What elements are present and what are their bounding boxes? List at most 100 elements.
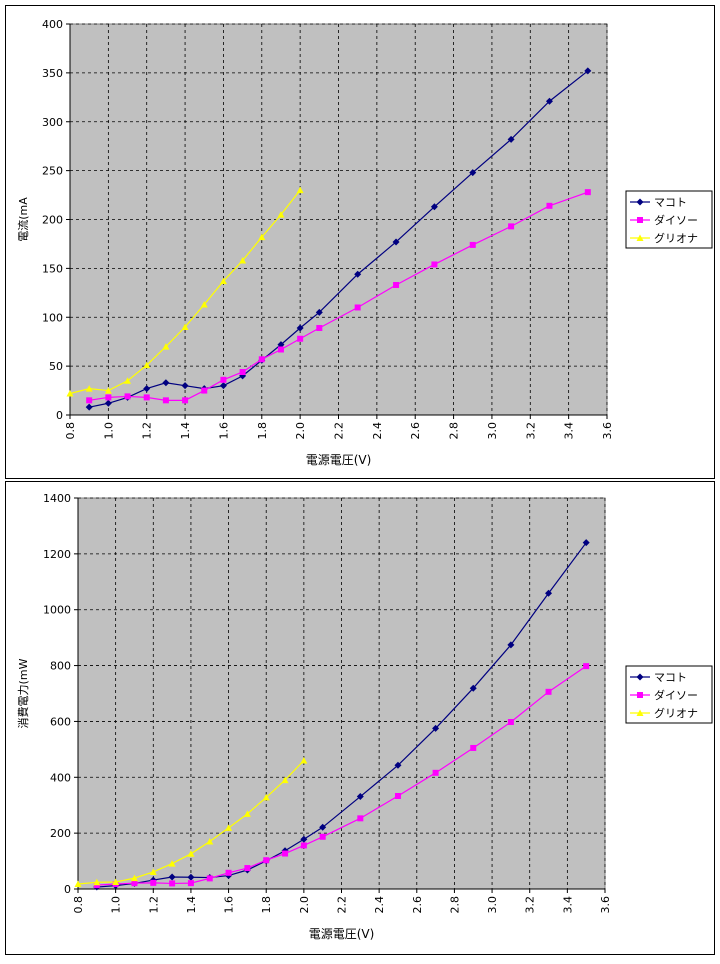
data-point xyxy=(182,397,189,404)
x-tick-label: 3.4 xyxy=(561,896,574,914)
data-point xyxy=(357,815,364,822)
data-point xyxy=(187,880,194,887)
x-tick-label: 3.4 xyxy=(563,422,576,440)
data-point xyxy=(150,879,157,886)
data-point xyxy=(393,281,400,288)
data-point xyxy=(104,387,112,394)
data-point xyxy=(392,238,400,246)
x-axis-label: 電源電圧(V) xyxy=(306,453,372,467)
data-point xyxy=(168,873,176,881)
data-point xyxy=(258,233,266,241)
y-tick-label: 1200 xyxy=(43,548,71,561)
x-tick-label: 3.6 xyxy=(599,896,612,914)
data-point xyxy=(93,878,101,886)
data-point xyxy=(220,376,227,383)
data-point xyxy=(143,394,150,401)
data-point xyxy=(584,67,592,75)
data-point xyxy=(143,385,151,393)
data-point xyxy=(219,382,227,390)
y-tick-label: 50 xyxy=(49,360,63,373)
x-tick-label: 1.8 xyxy=(256,422,269,440)
data-point xyxy=(430,203,438,211)
data-point xyxy=(243,810,251,817)
x-tick-label: 2.0 xyxy=(298,896,311,914)
data-point xyxy=(507,135,515,143)
y-tick-label: 200 xyxy=(50,827,71,840)
data-point xyxy=(469,684,477,692)
data-point xyxy=(206,838,214,845)
data-point xyxy=(281,776,289,784)
data-point xyxy=(187,873,195,881)
legend-label: ダイソー xyxy=(654,213,698,227)
x-tick-label: 1.8 xyxy=(260,896,273,914)
data-point xyxy=(297,335,304,342)
data-point xyxy=(394,792,401,799)
data-point xyxy=(112,878,120,886)
series-line xyxy=(96,665,587,886)
data-point xyxy=(219,277,227,285)
y-tick-label: 200 xyxy=(42,214,63,227)
data-point xyxy=(315,308,323,316)
x-tick-label: 1.6 xyxy=(217,422,230,440)
legend-label: ダイソー xyxy=(654,688,698,702)
data-point xyxy=(244,865,251,872)
series-line xyxy=(89,191,589,401)
data-point xyxy=(162,379,170,387)
data-point xyxy=(131,880,138,887)
x-tick-label: 2.4 xyxy=(373,896,386,914)
data-point xyxy=(262,793,270,801)
data-point xyxy=(277,211,285,218)
x-tick-label: 2.2 xyxy=(333,422,346,440)
y-tick-label: 150 xyxy=(42,262,63,275)
data-point xyxy=(545,589,553,597)
data-point xyxy=(469,169,477,177)
data-point xyxy=(470,744,477,751)
x-tick-label: 2.2 xyxy=(336,896,349,914)
data-point xyxy=(508,223,515,230)
data-point xyxy=(277,346,284,353)
data-point xyxy=(162,343,170,350)
data-point xyxy=(319,833,326,840)
x-tick-label: 3.6 xyxy=(601,422,614,440)
data-point xyxy=(432,769,439,776)
y-tick-label: 250 xyxy=(42,165,63,178)
series-line xyxy=(89,70,589,408)
data-point xyxy=(296,186,304,194)
data-point xyxy=(187,850,195,857)
data-point xyxy=(300,835,308,843)
series-line xyxy=(96,542,587,888)
legend-label: マコト xyxy=(654,671,687,684)
data-point xyxy=(181,323,189,331)
y-tick-label: 1400 xyxy=(43,492,71,505)
data-point xyxy=(469,241,476,248)
legend-marker xyxy=(636,198,644,206)
data-point xyxy=(86,397,93,404)
data-point xyxy=(431,261,438,268)
data-point xyxy=(105,394,112,401)
data-point xyxy=(319,823,327,831)
x-tick-label: 1.2 xyxy=(141,422,154,440)
data-point xyxy=(296,324,304,332)
y-tick-label: 0 xyxy=(56,409,63,422)
y-tick-label: 0 xyxy=(64,883,71,896)
legend-marker xyxy=(637,217,643,223)
x-tick-label: 2.8 xyxy=(448,422,461,440)
data-point xyxy=(200,301,208,308)
x-tick-label: 2.0 xyxy=(294,422,307,440)
y-tick-label: 350 xyxy=(42,67,63,80)
data-point xyxy=(277,341,285,349)
x-tick-label: 0.8 xyxy=(72,896,85,914)
data-point xyxy=(74,880,82,887)
data-point xyxy=(258,356,265,363)
y-axis-label: 電流(mA xyxy=(16,197,30,242)
legend-label: グリオナ xyxy=(654,706,698,720)
data-point xyxy=(66,389,74,397)
legend-label: マコト xyxy=(654,196,687,209)
x-tick-label: 1.6 xyxy=(223,896,236,914)
y-tick-label: 100 xyxy=(42,311,63,324)
data-point xyxy=(582,539,590,547)
data-point xyxy=(356,793,364,801)
data-point xyxy=(545,688,552,695)
legend-marker xyxy=(637,692,643,698)
data-point xyxy=(263,857,270,864)
